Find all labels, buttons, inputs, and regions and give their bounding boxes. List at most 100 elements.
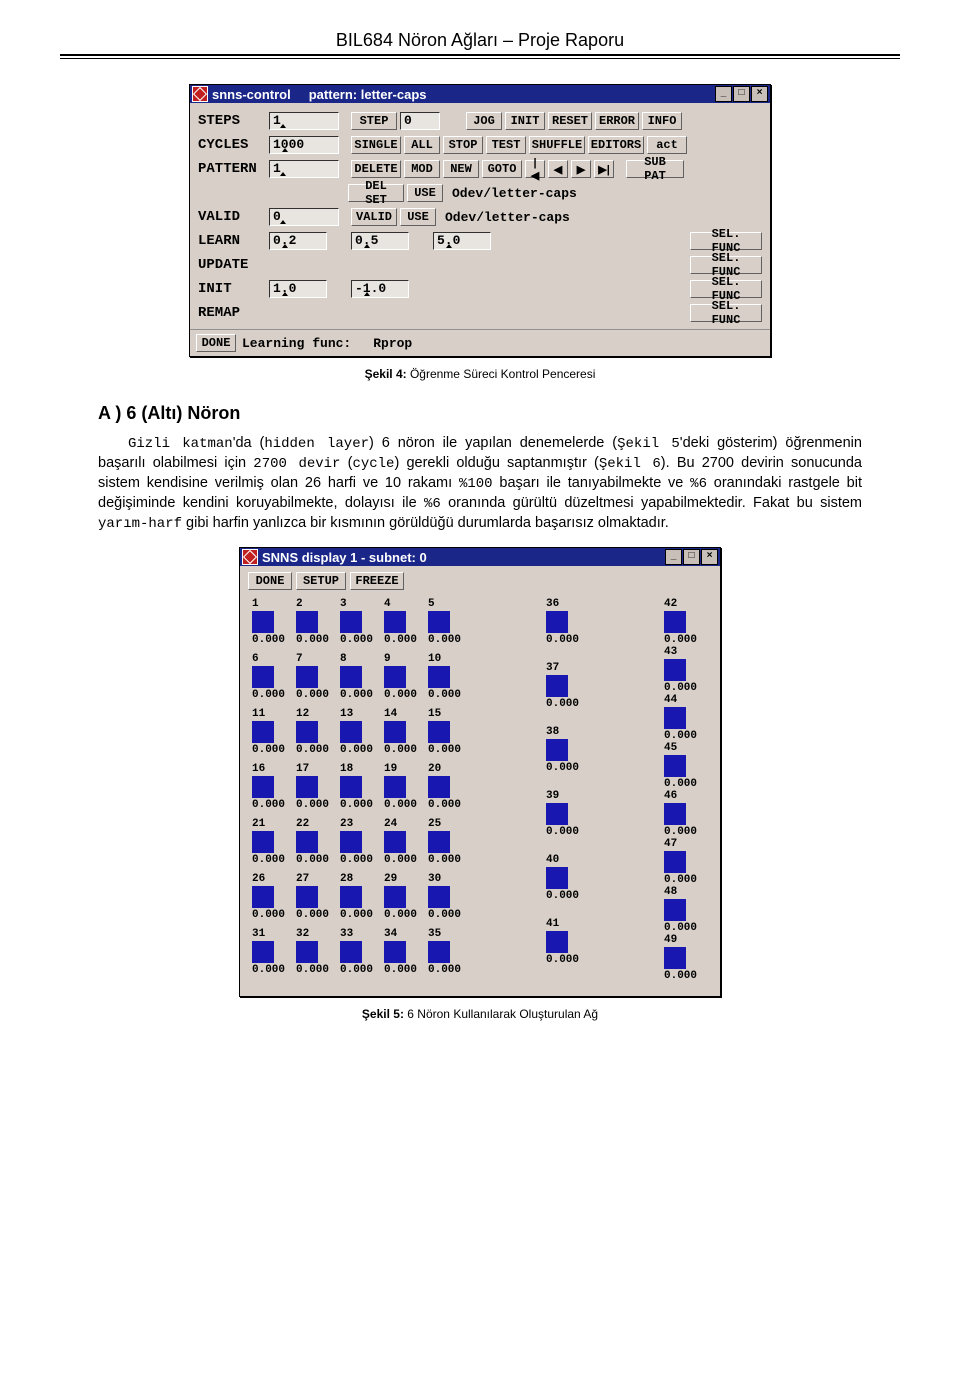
neuron-cell: 30.000: [340, 598, 384, 653]
new-button[interactable]: NEW: [443, 160, 479, 178]
maximize-icon[interactable]: □: [733, 86, 750, 102]
neuron-value: 0.000: [664, 874, 708, 886]
done-button[interactable]: DONE: [196, 334, 236, 352]
step-value[interactable]: 0: [400, 112, 440, 130]
label-pattern: PATTERN: [198, 161, 266, 177]
delete-button[interactable]: DELETE: [351, 160, 401, 178]
shuffle-button[interactable]: SHUFFLE: [529, 136, 585, 154]
use-button-1[interactable]: USE: [407, 184, 443, 202]
nav-first-icon[interactable]: |◀: [525, 160, 545, 178]
neuron-id: 26: [252, 873, 296, 885]
neuron-box: [384, 776, 406, 798]
neuron-cell: 480.000: [664, 886, 708, 934]
test-button[interactable]: TEST: [486, 136, 526, 154]
display-titlebar: SNNS display 1 - subnet: 0 _ □ ×: [240, 548, 720, 566]
steps-input[interactable]: 1: [269, 112, 339, 130]
selfunc-learn-button[interactable]: SEL. FUNC: [690, 232, 762, 250]
p-mono-1: Gizli katman: [128, 436, 233, 452]
nav-last-icon[interactable]: ▶|: [594, 160, 614, 178]
display-minimize-icon[interactable]: _: [665, 549, 682, 565]
neuron-cell: 150.000: [428, 708, 472, 763]
display-body: DONE SETUP FREEZE 10.00020.00030.00040.0…: [240, 566, 720, 996]
jog-button[interactable]: JOG: [466, 112, 502, 130]
neuron-value: 0.000: [340, 854, 384, 866]
control-titlebar: snns-control pattern: letter-caps _ □ ×: [190, 85, 770, 103]
neuron-cell: 340.000: [384, 928, 428, 983]
neuron-cell: 370.000: [546, 662, 590, 726]
cycles-input[interactable]: 1000: [269, 136, 339, 154]
neuron-box: [252, 831, 274, 853]
delset-button[interactable]: DEL SET: [348, 184, 404, 202]
info-button[interactable]: INFO: [642, 112, 682, 130]
mod-button[interactable]: MOD: [404, 160, 440, 178]
selfunc-init-button[interactable]: SEL. FUNC: [690, 280, 762, 298]
neuron-box: [428, 666, 450, 688]
neuron-id: 13: [340, 708, 384, 720]
row-valid: VALID 0 VALID USE Odev/letter-caps: [198, 205, 762, 229]
neuron-value: 0.000: [252, 799, 296, 811]
row-pattern: PATTERN 1 DELETE MOD NEW GOTO |◀ ◀ ▶ ▶| …: [198, 157, 762, 181]
minimize-icon[interactable]: _: [715, 86, 732, 102]
close-icon[interactable]: ×: [751, 86, 768, 102]
selfunc-update-button[interactable]: SEL. FUNC: [690, 256, 762, 274]
neuron-id: 35: [428, 928, 472, 940]
p-mono-3: Şekil 5: [617, 436, 680, 452]
step-button[interactable]: STEP: [351, 112, 397, 130]
editors-button[interactable]: EDITORS: [588, 136, 644, 154]
neuron-box: [252, 776, 274, 798]
neuron-id: 20: [428, 763, 472, 775]
neuron-cell: 270.000: [296, 873, 340, 928]
neuron-box: [664, 803, 686, 825]
goto-button[interactable]: GOTO: [482, 160, 522, 178]
nav-next-icon[interactable]: ▶: [571, 160, 591, 178]
caption-fig5: Şekil 5: 6 Nöron Kullanılarak Oluşturula…: [60, 1007, 900, 1021]
neuron-value: 0.000: [428, 909, 472, 921]
label-init: INIT: [198, 281, 266, 297]
neuron-id: 22: [296, 818, 340, 830]
neuron-id: 8: [340, 653, 384, 665]
learn-input-3[interactable]: 5.0: [433, 232, 491, 250]
single-button[interactable]: SINGLE: [351, 136, 401, 154]
display-close-icon[interactable]: ×: [701, 549, 718, 565]
all-button[interactable]: ALL: [404, 136, 440, 154]
init-input-2[interactable]: -1.0: [351, 280, 409, 298]
neuron-value: 0.000: [384, 689, 428, 701]
act-button[interactable]: act: [647, 136, 687, 154]
init-button[interactable]: INIT: [505, 112, 545, 130]
neuron-cell: 300.000: [428, 873, 472, 928]
valid-button[interactable]: VALID: [351, 208, 397, 226]
p-mono-4: 2700 devir: [253, 456, 340, 472]
display-maximize-icon[interactable]: □: [683, 549, 700, 565]
caption-fig5-rest: 6 Nöron Kullanılarak Oluşturulan Ağ: [404, 1007, 598, 1021]
neuron-box: [296, 721, 318, 743]
neuron-value: 0.000: [296, 634, 340, 646]
display-freeze-button[interactable]: FREEZE: [350, 572, 404, 590]
display-done-button[interactable]: DONE: [248, 572, 292, 590]
neuron-value: 0.000: [252, 744, 296, 756]
selfunc-remap-button[interactable]: SEL. FUNC: [690, 304, 762, 322]
neuron-value: 0.000: [384, 964, 428, 976]
nav-prev-icon[interactable]: ◀: [548, 160, 568, 178]
p-mono-7: %100: [459, 476, 493, 492]
grid-input-layer: 10.00020.00030.00040.00050.00060.00070.0…: [252, 598, 472, 982]
display-setup-button[interactable]: SETUP: [296, 572, 346, 590]
neuron-cell: 250.000: [428, 818, 472, 873]
neuron-id: 15: [428, 708, 472, 720]
reset-button[interactable]: RESET: [548, 112, 592, 130]
p-txt-t: gibi harfin yanlızca bir kısmının görüld…: [182, 515, 669, 531]
learning-func-value: Rprop: [373, 336, 412, 351]
neuron-value: 0.000: [384, 909, 428, 921]
valid-input[interactable]: 0: [269, 208, 339, 226]
use-button-2[interactable]: USE: [400, 208, 436, 226]
learn-input-1[interactable]: 0.2: [269, 232, 327, 250]
neuron-box: [428, 831, 450, 853]
neuron-id: 16: [252, 763, 296, 775]
pattern-input[interactable]: 1: [269, 160, 339, 178]
neuron-id: 7: [296, 653, 340, 665]
subpat-button[interactable]: SUB PAT: [626, 160, 684, 178]
error-button[interactable]: ERROR: [595, 112, 639, 130]
init-input-1[interactable]: 1.0: [269, 280, 327, 298]
neuron-id: 10: [428, 653, 472, 665]
learn-input-2[interactable]: 0.5: [351, 232, 409, 250]
stop-button[interactable]: STOP: [443, 136, 483, 154]
